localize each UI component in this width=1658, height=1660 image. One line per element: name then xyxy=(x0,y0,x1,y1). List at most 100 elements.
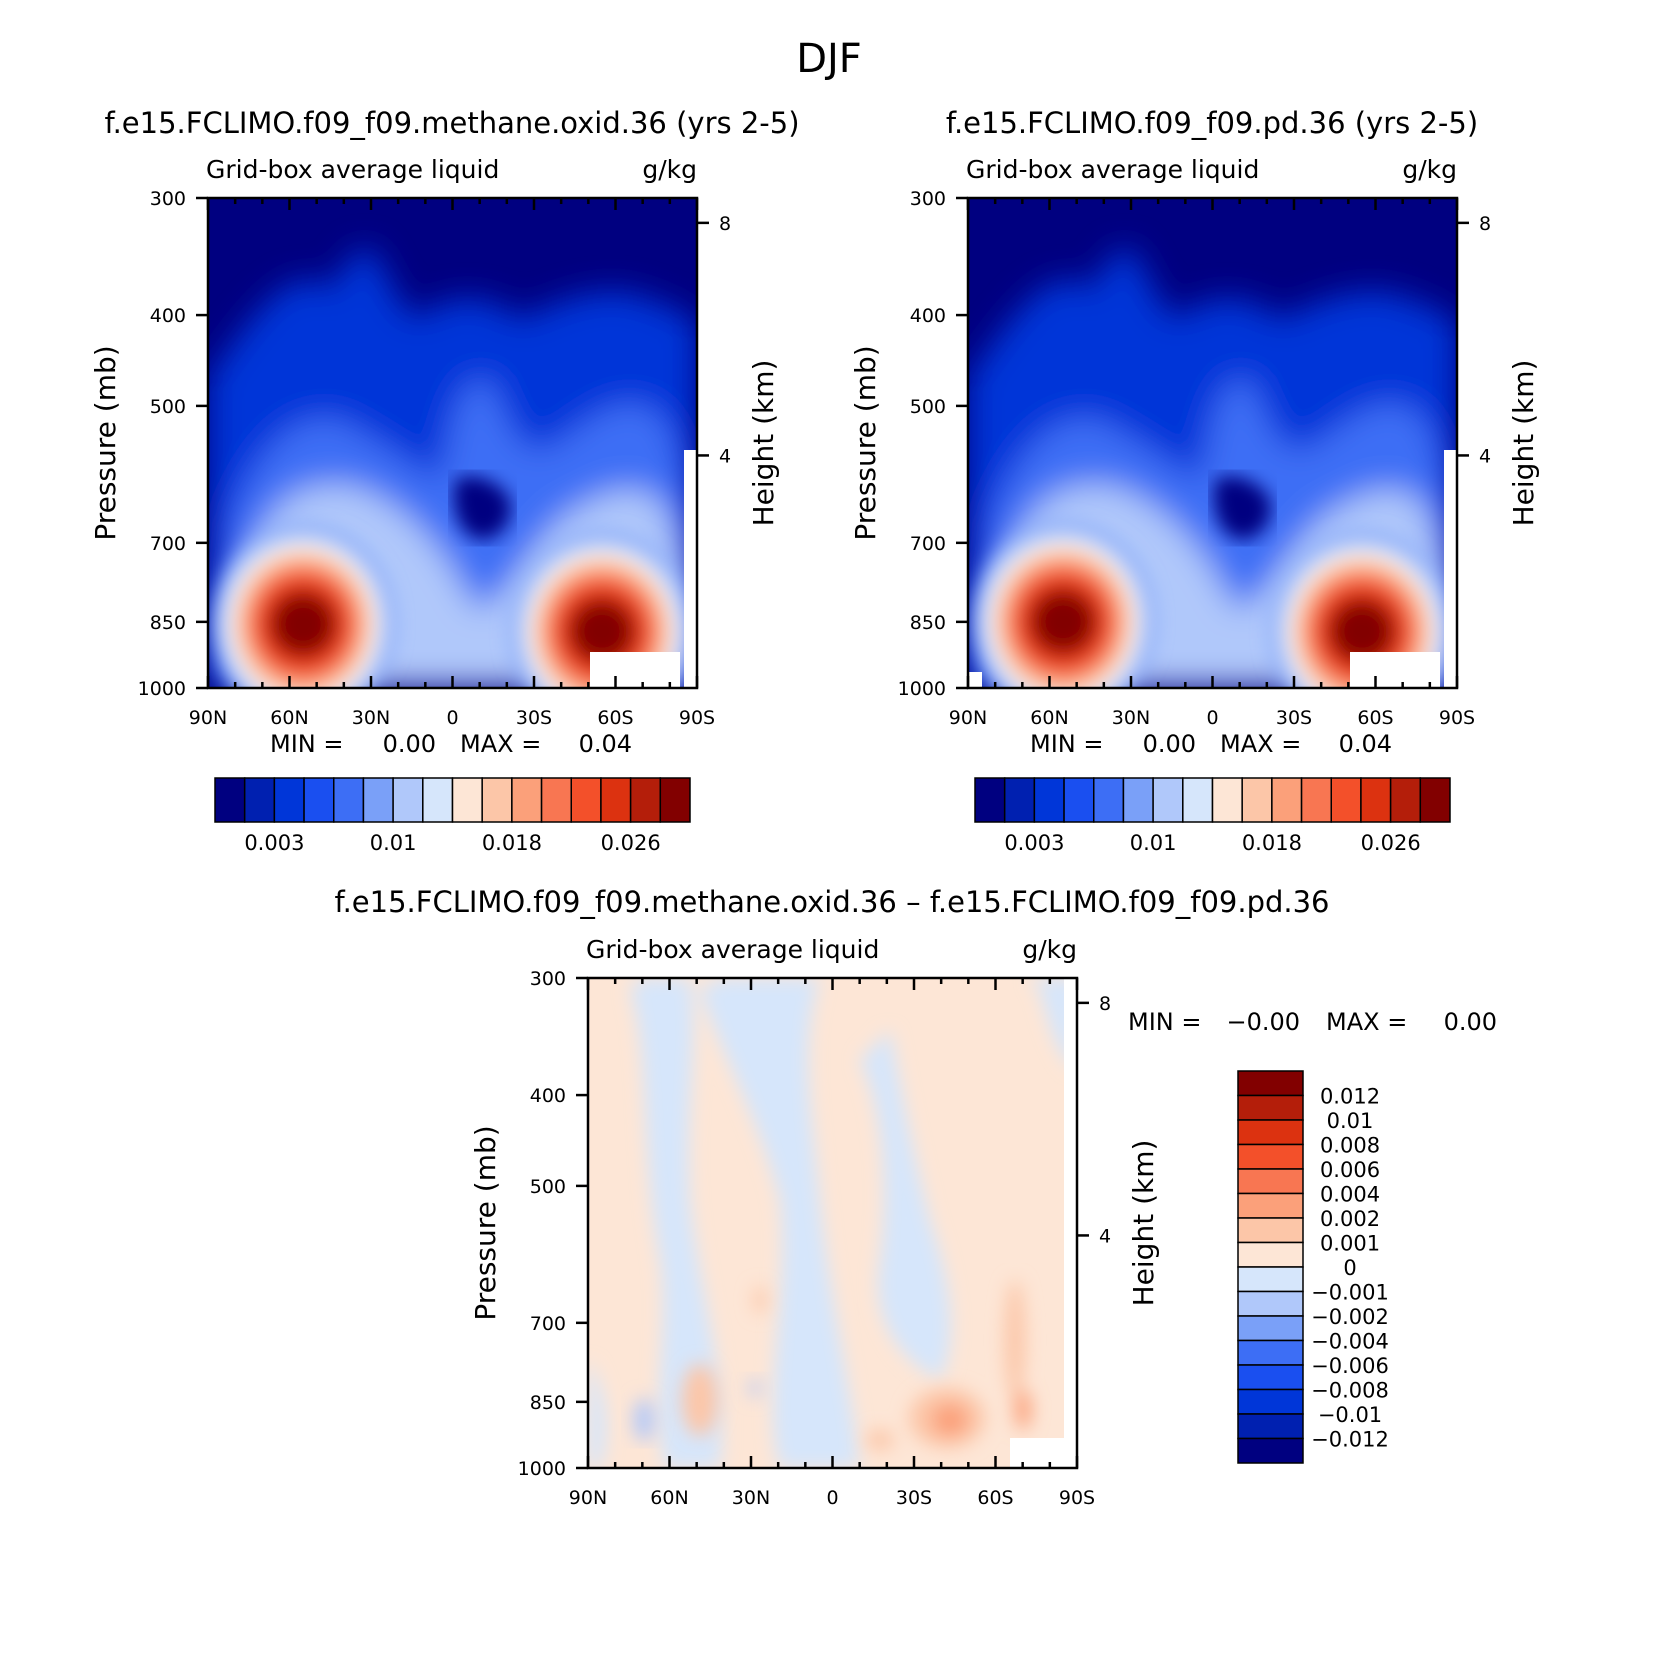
colorbar-swatch xyxy=(1237,1192,1304,1219)
x-tick-label: 30S xyxy=(896,1487,932,1509)
units-label: g/kg xyxy=(1022,935,1077,964)
colorbar-label: 0.012 xyxy=(1320,1085,1380,1109)
x-tick-label: 90N xyxy=(569,1487,607,1509)
y-tick-labels-right: 84 xyxy=(1479,213,1491,468)
y-tick-label: 300 xyxy=(910,188,946,210)
colorbar-swatch xyxy=(451,777,483,823)
blob-layer xyxy=(211,524,694,688)
colorbar-swatch xyxy=(1211,777,1243,823)
x-tick-label: 30S xyxy=(1276,707,1312,729)
y-tick-label: 400 xyxy=(910,305,946,327)
colorbar-label: 0.018 xyxy=(1242,831,1302,855)
colorbar-swatch xyxy=(1063,777,1095,823)
colorbar-swatch xyxy=(1237,1217,1304,1244)
colorbar-label: −0.01 xyxy=(1318,1403,1382,1427)
x-tick-label: 30N xyxy=(732,1487,770,1509)
y-axis-label: Pressure (mb) xyxy=(89,345,122,540)
colorbar-swatch xyxy=(392,777,424,823)
contour-level xyxy=(1333,604,1391,659)
variable-label: Grid-box average liquid xyxy=(966,155,1259,184)
min-value: 0.00 xyxy=(1143,730,1196,758)
colorbar-swatch xyxy=(1237,1143,1304,1170)
missing-data-strip xyxy=(684,450,697,688)
colorbar-label: 0.01 xyxy=(370,831,417,855)
colorbar-swatch xyxy=(1003,777,1036,823)
y-tick-label: 500 xyxy=(150,396,186,418)
colorbar xyxy=(214,777,691,823)
x-tick-label: 60S xyxy=(597,707,633,729)
missing-data-box xyxy=(590,652,680,688)
contour-field xyxy=(588,978,1077,1468)
y-tick-label: 700 xyxy=(910,533,946,555)
colorbar-label: 0.003 xyxy=(1004,831,1064,855)
colorbar-swatch xyxy=(1237,1339,1304,1366)
colorbar-swatch xyxy=(481,777,513,823)
colorbar-labels: 0.0120.010.0080.0060.0040.0020.0010−0.00… xyxy=(1311,1085,1389,1452)
x-tick-labels: 90N 60N 30N 0 30S 60S 90S xyxy=(569,1487,1095,1509)
colorbar-labels: 0.003 0.01 0.018 0.026 xyxy=(1004,831,1420,855)
colorbar-swatch xyxy=(362,777,394,823)
max-label: MAX = xyxy=(1220,730,1301,758)
missing-data-strip xyxy=(1064,978,1077,1468)
max-value: 0.04 xyxy=(1339,730,1392,758)
max-value: 0.04 xyxy=(579,730,632,758)
colorbar-swatch xyxy=(243,777,276,823)
y-tick-labels: 300 400 500 700 850 1000 xyxy=(518,968,566,1480)
colorbar-swatch xyxy=(600,777,632,823)
figure-title: DJF xyxy=(796,36,862,82)
panel-difference: f.e15.FCLIMO.f09_f09.methane.oxid.36 – f… xyxy=(334,885,1497,1509)
colorbar-swatch xyxy=(273,777,305,823)
colorbar-label: 0.026 xyxy=(1361,831,1421,855)
missing-data-corner xyxy=(968,672,982,688)
negative-regions xyxy=(588,978,1077,1468)
y-tick-labels-right: 84 xyxy=(719,213,731,468)
colorbar-swatch xyxy=(1122,777,1154,823)
colorbar-swatch xyxy=(303,777,335,823)
colorbar-swatch xyxy=(422,777,454,823)
colorbar-swatch xyxy=(1237,1168,1304,1195)
min-label: MIN = xyxy=(1030,730,1103,758)
colorbar-swatch xyxy=(540,777,572,823)
min-label: MIN = xyxy=(270,730,343,758)
y-tick-label-right: 4 xyxy=(1099,1225,1111,1247)
colorbar-swatch xyxy=(1237,1364,1304,1391)
y-axis-label-right: Height (km) xyxy=(1507,360,1540,527)
colorbar-swatch xyxy=(1237,1070,1304,1097)
colorbar-swatch xyxy=(1300,777,1332,823)
x-tick-label: 90N xyxy=(189,707,227,729)
panel-title: f.e15.FCLIMO.f09_f09.methane.oxid.36 (yr… xyxy=(104,106,799,140)
colorbar-label: −0.012 xyxy=(1311,1428,1389,1452)
colorbar-label: −0.006 xyxy=(1311,1354,1389,1378)
colorbar-swatch xyxy=(1237,1413,1304,1440)
y-tick-labels-right: 84 xyxy=(1099,993,1111,1248)
y-tick-label: 1000 xyxy=(138,678,186,700)
colorbar-swatch xyxy=(1237,1094,1304,1121)
y-tick-label: 500 xyxy=(530,1176,566,1198)
colorbar-label: 0 xyxy=(1343,1256,1356,1280)
x-tick-labels: 90N 60N 30N 0 30S 60S 90S xyxy=(949,707,1475,729)
y-tick-label: 400 xyxy=(150,305,186,327)
y-tick-label: 500 xyxy=(910,396,946,418)
x-tick-label: 30N xyxy=(1112,707,1150,729)
missing-data-strip xyxy=(1444,450,1457,688)
min-label: MIN = xyxy=(1128,1008,1201,1036)
colorbar-swatch xyxy=(1360,777,1392,823)
y-tick-label: 1000 xyxy=(518,1458,566,1480)
ticks xyxy=(956,196,1469,690)
colorbar-swatch xyxy=(333,777,365,823)
panel-top-left: f.e15.FCLIMO.f09_f09.methane.oxid.36 (yr… xyxy=(89,106,800,855)
variable-label: Grid-box average liquid xyxy=(586,935,879,964)
strong-negative-spots xyxy=(634,1378,760,1442)
colorbar-swatch xyxy=(214,777,246,823)
colorbar-swatch xyxy=(974,777,1006,823)
colorbar-swatch xyxy=(1093,777,1125,823)
colorbar-label: −0.002 xyxy=(1311,1305,1389,1329)
x-tick-label: 60N xyxy=(270,707,308,729)
colorbar-label: 0.004 xyxy=(1320,1183,1380,1207)
y-tick-label-right: 8 xyxy=(1479,213,1491,235)
colorbar-swatch xyxy=(1237,1266,1304,1293)
y-tick-label-right: 8 xyxy=(719,213,731,235)
y-tick-labels: 300 400 500 700 850 1000 xyxy=(898,188,946,700)
contour-level xyxy=(1034,594,1092,650)
colorbar-swatch xyxy=(1237,1437,1304,1464)
